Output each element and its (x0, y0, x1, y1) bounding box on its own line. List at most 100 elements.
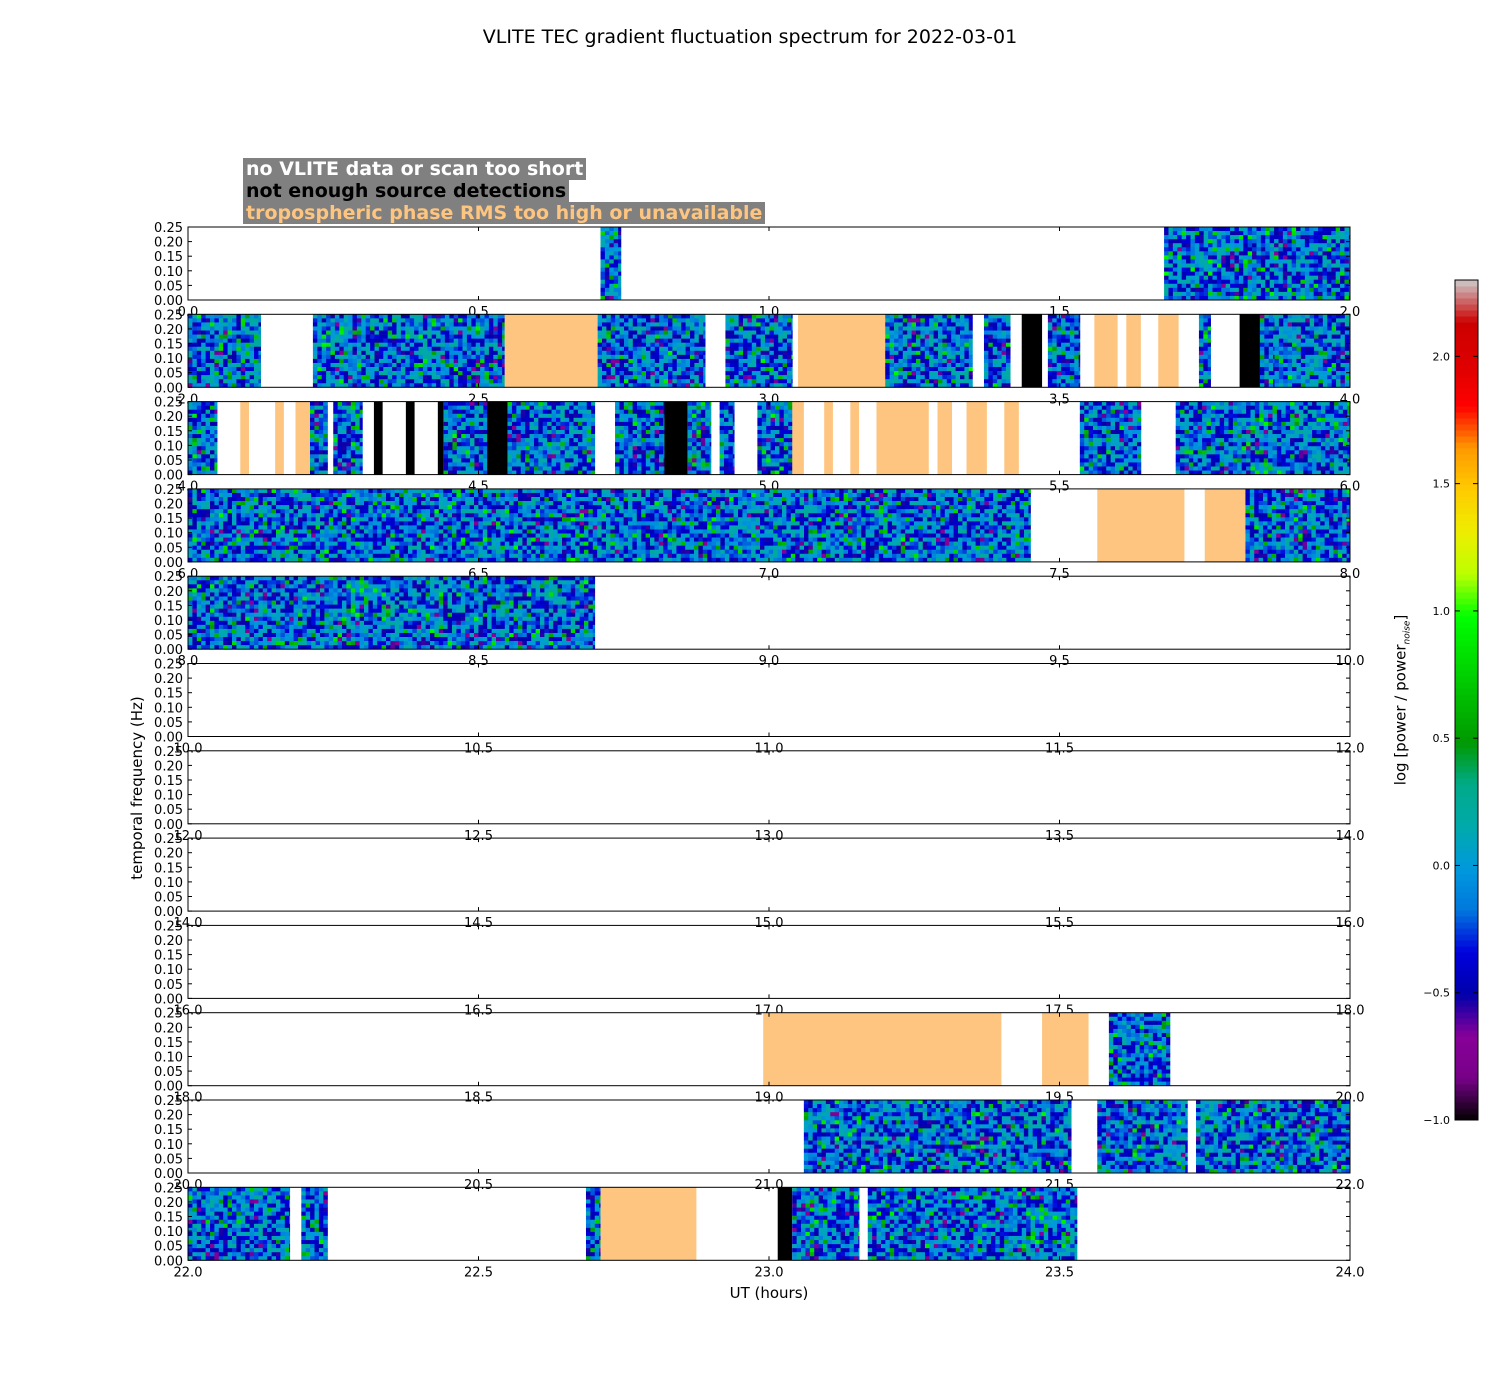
segment-tropospheric-rms (240, 401, 250, 475)
y-tick-label: 0.25 (154, 745, 183, 760)
y-tick-label: 0.20 (154, 498, 183, 513)
y-tick-label: 0.10 (154, 352, 183, 367)
y-tick-label: 0.15 (154, 338, 183, 353)
segment-spectrum-data (792, 1187, 860, 1261)
x-tick-label: 22.0 (174, 1265, 203, 1280)
segment-spectrum-data (188, 314, 262, 388)
y-tick-label: 0.05 (154, 541, 183, 556)
segment-tropospheric-rms (937, 401, 953, 475)
segment-tropospheric-rms (824, 401, 833, 475)
segment-spectrum-data (1259, 314, 1275, 388)
y-tick-label: 0.20 (154, 585, 183, 600)
y-tick-label: 0.15 (154, 1123, 183, 1138)
y-tick-label: 0.15 (154, 425, 183, 440)
y-tick-label: 0.25 (154, 919, 183, 934)
colorbar-label-close: ] (1391, 614, 1410, 621)
x-tick-label: 18.5 (464, 1091, 493, 1106)
y-tick-label: 0.05 (154, 629, 183, 644)
y-tick-label: 0.00 (154, 731, 183, 746)
y-tick-label: 0.25 (154, 1007, 183, 1022)
y-tick-label: 0.10 (154, 1138, 183, 1153)
segment-spectrum-data (1245, 488, 1351, 563)
x-tick-label: 7.0 (759, 567, 780, 582)
segment-spectrum-data (1274, 314, 1351, 388)
segment-spectrum-data (1164, 227, 1351, 301)
segment-tropospheric-rms (295, 401, 311, 475)
segment-spectrum-data (867, 1187, 1078, 1261)
x-tick-label: 13.0 (755, 829, 784, 844)
segment-spectrum-data (1079, 401, 1142, 475)
segment-spectrum-data (983, 314, 1011, 388)
y-tick-label: 0.00 (154, 643, 183, 658)
segment-spectrum-data (585, 1187, 601, 1261)
x-tick-label: 14.0 (1336, 829, 1365, 844)
y-tick-label: 0.20 (154, 1196, 183, 1211)
x-tick-label: 16.0 (1336, 916, 1365, 931)
y-tick-label: 0.20 (154, 410, 183, 425)
y-tick-label: 0.10 (154, 265, 183, 280)
panel-frame (187, 924, 1351, 999)
x-tick-label: 24.0 (1336, 1265, 1365, 1280)
x-tick-label: 15.0 (755, 916, 784, 931)
y-tick-label: 0.25 (154, 1181, 183, 1196)
segment-spectrum-data (188, 576, 596, 650)
y-tick-label: 0.00 (154, 469, 183, 484)
colorbar-tick-label: 0.0 (1433, 859, 1451, 872)
legend-item-no-data: no VLITE data or scan too short (243, 158, 587, 180)
x-tick-label: 19.0 (755, 1091, 784, 1106)
segment-tropospheric-rms (1126, 314, 1141, 388)
segment-tropospheric-rms (792, 401, 804, 475)
x-tick-label: 5.5 (1049, 480, 1070, 495)
segment-tropospheric-rms (1094, 314, 1118, 388)
legend-item-tropospheric-rms: tropospheric phase RMS too high or unava… (243, 202, 766, 224)
y-tick-label: 0.10 (154, 789, 183, 804)
segment-spectrum-data (1097, 1100, 1188, 1174)
y-tick-label: 0.10 (154, 614, 183, 629)
y-tick-label: 0.05 (154, 803, 183, 818)
x-tick-label: 18.0 (1336, 1003, 1365, 1018)
y-tick-label: 0.15 (154, 687, 183, 702)
colorbar-label-main: log [power / power (1391, 644, 1410, 786)
segment-spectrum-data (1198, 314, 1211, 388)
panel-frame (187, 750, 1351, 825)
y-tick-label: 0.20 (154, 236, 183, 251)
x-axis-label: UT (hours) (729, 1284, 809, 1302)
y-tick-label: 0.05 (154, 1065, 183, 1080)
x-tick-label: 18.0 (174, 1091, 203, 1106)
y-tick-label: 0.20 (154, 672, 183, 687)
y-tick-label: 0.15 (154, 599, 183, 614)
segment-spectrum-data (507, 401, 596, 475)
x-tick-label: 12.0 (1336, 742, 1365, 757)
legend: no VLITE data or scan too short not enou… (243, 158, 766, 224)
segment-spectrum-data (1175, 401, 1351, 475)
x-tick-label: 15.5 (1045, 916, 1074, 931)
y-tick-label: 0.05 (154, 891, 183, 906)
y-tick-label: 0.00 (154, 905, 183, 920)
segment-spectrum-data (310, 401, 328, 475)
x-tick-label: 9.5 (1049, 654, 1070, 669)
y-tick-label: 0.05 (154, 978, 183, 993)
y-tick-label: 0.15 (154, 512, 183, 527)
x-tick-label: 21.0 (755, 1178, 784, 1193)
x-tick-label: 23.0 (755, 1265, 784, 1280)
y-tick-label: 0.25 (154, 396, 183, 411)
y-tick-label: 0.00 (154, 818, 183, 833)
colorbar-tick-label: −1.0 (1423, 1114, 1450, 1127)
segment-not-enough-detections (437, 401, 444, 475)
segment-tropospheric-rms (1097, 488, 1185, 562)
segment-spectrum-data (188, 1187, 291, 1261)
segment-not-enough-detections (405, 401, 415, 475)
y-tick-label: 0.20 (154, 847, 183, 862)
chart-title: VLITE TEC gradient fluctuation spectrum … (482, 26, 1018, 48)
x-tick-label: 22.0 (1336, 1178, 1365, 1193)
panel-frame (187, 663, 1351, 737)
x-tick-label: 11.0 (755, 742, 784, 757)
segment-tropospheric-rms (966, 401, 987, 475)
y-tick-label: 0.15 (154, 861, 183, 876)
segment-tropospheric-rms (798, 314, 886, 388)
segment-tropospheric-rms (1204, 488, 1246, 562)
colorbar-tick-label: 2.0 (1433, 350, 1451, 363)
y-tick-label: 0.05 (154, 454, 183, 469)
segment-spectrum-data (443, 401, 488, 475)
segment-spectrum-data (188, 401, 218, 475)
